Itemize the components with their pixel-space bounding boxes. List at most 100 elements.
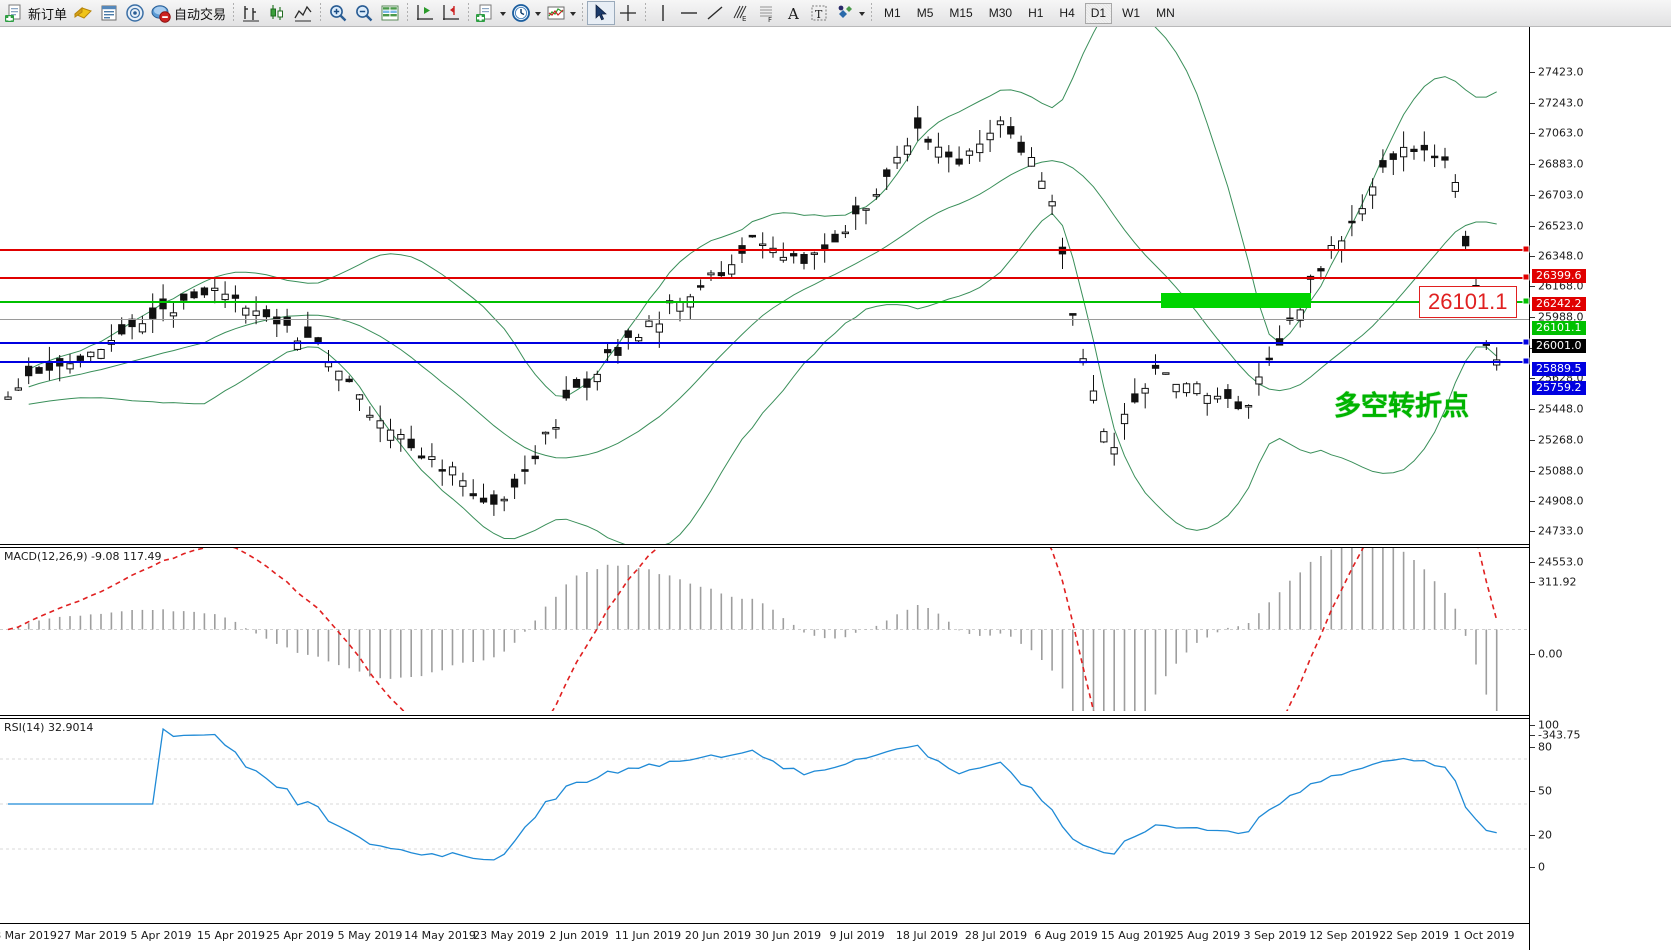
- navigator-icon: [125, 3, 145, 23]
- price-tick-mark: [1530, 317, 1535, 318]
- timeframe-button-w1[interactable]: W1: [1122, 5, 1141, 20]
- fibo-channel-icon: F: [757, 3, 777, 23]
- chart-template-button[interactable]: [543, 1, 569, 25]
- horizontal-line-tool-button[interactable]: [676, 1, 702, 25]
- text-object-tool-button[interactable]: T: [806, 1, 832, 25]
- auto-trading-button[interactable]: 自动交易: [148, 1, 229, 25]
- toolbar-separator: [645, 3, 647, 23]
- time-tick-label: 15 Aug 2019: [1100, 929, 1172, 942]
- price-tag-support-2[interactable]: 25759.2: [1532, 381, 1586, 395]
- timeframe-button-m30[interactable]: M30: [988, 5, 1013, 20]
- level-handle-pivot-green[interactable]: [1522, 297, 1530, 305]
- macd-pane[interactable]: [0, 548, 1529, 711]
- price-tick-label: 27063.0: [1538, 126, 1584, 140]
- level-line-resistance-2[interactable]: [0, 277, 1529, 279]
- new-order-button[interactable]: 新订单: [2, 1, 70, 25]
- auto-trading-label: 自动交易: [174, 7, 227, 23]
- price-tick-mark: [1530, 72, 1535, 73]
- level-line-support-2[interactable]: [0, 361, 1529, 363]
- timeframe-button-mn[interactable]: MN: [1156, 5, 1175, 20]
- toolbar-separator: [468, 3, 470, 23]
- price-tag-support-1[interactable]: 25889.5: [1532, 362, 1586, 376]
- price-tick-mark: [1530, 194, 1535, 196]
- zoom-out-button[interactable]: [351, 1, 377, 25]
- candlestick-chart-button[interactable]: [264, 1, 290, 25]
- level-line-last-price[interactable]: [0, 319, 1529, 320]
- price-tick-label: 26883.0: [1538, 157, 1584, 171]
- zoom-in-button[interactable]: [325, 1, 351, 25]
- add-indicator-dropdown-caret[interactable]: [499, 3, 508, 23]
- price-callout-box[interactable]: 26101.1: [1419, 286, 1517, 318]
- auto-scroll-button[interactable]: [438, 1, 464, 25]
- level-line-support-1[interactable]: [0, 342, 1529, 344]
- time-tick-label: 14 May 2019: [404, 929, 476, 942]
- time-tick-label: 11 Jun 2019: [614, 929, 682, 942]
- time-tick-label: 3 Sep 2019: [1243, 929, 1307, 942]
- price-tick-label: 26703.0: [1538, 188, 1584, 202]
- level-handle-support-2[interactable]: [1522, 357, 1530, 365]
- fibonacci-tool-button[interactable]: E: [728, 1, 754, 25]
- shapes-dropdown-caret[interactable]: [858, 3, 867, 23]
- rsi-tick-mark: [1530, 747, 1535, 748]
- text-label-tool-button[interactable]: A: [780, 1, 806, 25]
- bar-chart-button[interactable]: [238, 1, 264, 25]
- text-object-icon: T: [809, 3, 829, 23]
- add-indicator-button[interactable]: [473, 1, 499, 25]
- price-tag-resistance-1[interactable]: 26399.6: [1532, 269, 1586, 283]
- auto-trading-icon: [151, 3, 171, 23]
- level-line-pivot-green[interactable]: [0, 301, 1529, 303]
- timeframe-button-h1[interactable]: H1: [1028, 5, 1044, 20]
- shift-end-button[interactable]: [412, 1, 438, 25]
- time-tick-label: 25 Apr 2019: [265, 929, 335, 942]
- auto-scroll-icon: [441, 3, 461, 23]
- chart-canvas-area[interactable]: 26101.1 多空转折点 MACD(12,26,9) -9.08 117.49…: [0, 27, 1671, 950]
- fibo-channel-tool-button[interactable]: F: [754, 1, 780, 25]
- rsi-tick-label: 50: [1538, 784, 1552, 798]
- toolbar-separator: [320, 3, 322, 23]
- shapes-tool-button[interactable]: [832, 1, 858, 25]
- time-tick-label: 27 Mar 2019: [57, 929, 127, 942]
- price-tick-label: 26523.0: [1538, 219, 1584, 233]
- price-tick-label: 25268.0: [1538, 433, 1584, 447]
- timeframe-button-m15[interactable]: M15: [949, 5, 973, 20]
- templates-button[interactable]: [70, 1, 96, 25]
- horizontal-line-icon: [679, 3, 699, 23]
- tile-windows-button[interactable]: [377, 1, 403, 25]
- level-handle-resistance-2[interactable]: [1522, 273, 1530, 281]
- line-chart-button[interactable]: [290, 1, 316, 25]
- level-line-resistance-1[interactable]: [0, 249, 1529, 251]
- toolbar-separator: [233, 3, 235, 23]
- price-tick-mark: [1530, 531, 1535, 533]
- crosshair-tool-button[interactable]: [615, 1, 641, 25]
- timeframe-button-m5[interactable]: M5: [916, 5, 934, 20]
- trendline-icon: [705, 3, 725, 23]
- price-tag-resistance-2[interactable]: 26242.2: [1532, 297, 1586, 311]
- price-tag-last-price[interactable]: 26001.0: [1532, 339, 1586, 353]
- cursor-tool-button[interactable]: [587, 1, 616, 25]
- timeframe-button-m1[interactable]: M1: [884, 5, 901, 20]
- level-handle-support-1[interactable]: [1522, 338, 1530, 346]
- rsi-pane[interactable]: [0, 719, 1529, 919]
- timeframe-bar: M1 M5 M15 M30 H1 H4 D1 W1 MN: [878, 2, 1181, 24]
- time-tick-label: 28 Jul 2019: [964, 929, 1028, 942]
- chart-template-dropdown-caret[interactable]: [569, 3, 578, 23]
- timeframe-button-d1[interactable]: D1: [1084, 2, 1113, 24]
- price-tag-pivot-green[interactable]: 26101.1: [1532, 321, 1586, 335]
- price-axis-right[interactable]: 27423.0 27243.0 27063.0 26883.0 26703.0 26523…: [1529, 27, 1671, 950]
- timeframe-button-h4[interactable]: H4: [1059, 5, 1075, 20]
- price-pane[interactable]: [0, 27, 1529, 544]
- price-tick-label: 24733.0: [1538, 524, 1584, 538]
- level-handle-resistance-1[interactable]: [1522, 245, 1530, 253]
- trendline-tool-button[interactable]: [702, 1, 728, 25]
- price-tick-mark: [1530, 102, 1535, 104]
- time-tick-label: 23 May 2019: [473, 929, 545, 942]
- pane-divider-2b: [0, 718, 1529, 719]
- templates-chart-icon: [546, 3, 566, 23]
- line-chart-icon: [293, 3, 313, 23]
- vertical-line-tool-button[interactable]: [650, 1, 676, 25]
- navigator-button[interactable]: [122, 1, 148, 25]
- period-dropdown-caret[interactable]: [534, 3, 543, 23]
- period-button[interactable]: [508, 1, 534, 25]
- data-window-button[interactable]: [96, 1, 122, 25]
